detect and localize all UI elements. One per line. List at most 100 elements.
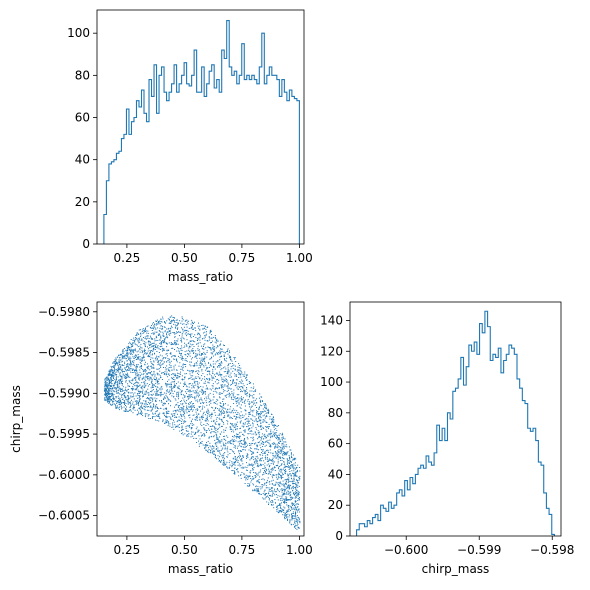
scatter-point — [284, 515, 286, 517]
scatter-point — [199, 366, 201, 368]
scatter-point — [272, 500, 273, 502]
scatter-point — [282, 490, 284, 491]
scatter-point — [247, 454, 249, 456]
scatter-point — [237, 471, 239, 473]
scatter-point — [191, 408, 192, 410]
scatter-point — [189, 401, 191, 403]
scatter-point — [256, 414, 258, 416]
scatter-point — [148, 392, 150, 394]
scatter-point — [169, 353, 171, 355]
scatter-point — [249, 475, 251, 477]
scatter-point — [156, 404, 158, 406]
scatter-point — [283, 447, 285, 449]
scatter-point — [158, 368, 160, 370]
scatter-point — [242, 456, 244, 457]
scatter-point — [204, 429, 205, 431]
scatter-point — [240, 382, 242, 384]
scatter-point — [175, 327, 176, 329]
scatter-point — [190, 337, 192, 339]
scatter-point — [272, 490, 274, 492]
scatter-point — [136, 366, 138, 368]
scatter-point — [135, 395, 137, 397]
scatter-point — [203, 382, 205, 384]
scatter-point — [180, 403, 182, 405]
scatter-point — [144, 401, 146, 403]
scatter-point — [281, 497, 283, 499]
scatter-point — [184, 345, 186, 347]
scatter-point — [264, 433, 266, 435]
scatter-point — [120, 403, 122, 405]
scatter-point — [167, 318, 169, 320]
scatter-point — [166, 343, 168, 345]
scatter-point — [234, 453, 235, 455]
scatter-point — [272, 477, 274, 479]
scatter-point — [275, 444, 277, 446]
scatter-point — [152, 363, 153, 365]
scatter-point — [136, 385, 138, 387]
scatter-point — [236, 428, 238, 430]
scatter-point — [192, 390, 194, 392]
scatter-point — [144, 369, 146, 371]
scatter-point — [186, 389, 188, 390]
scatter-point — [213, 436, 215, 438]
scatter-point — [251, 457, 253, 459]
scatter-point — [124, 354, 126, 356]
scatter-point — [219, 359, 221, 361]
scatter-point — [212, 385, 214, 387]
scatter-point — [214, 402, 216, 404]
scatter-point — [198, 337, 200, 339]
scatter-point — [194, 327, 196, 329]
scatter-point — [151, 387, 153, 388]
scatter-point — [276, 489, 278, 491]
scatter-point — [136, 375, 138, 377]
scatter-point — [257, 466, 259, 468]
scatter-point — [252, 411, 254, 413]
scatter-point — [269, 458, 270, 460]
scatter-point — [232, 412, 234, 414]
scatter-point — [186, 412, 188, 414]
scatter-point — [212, 348, 214, 350]
scatter-point — [222, 447, 224, 449]
scatter-point — [117, 368, 119, 370]
scatter-point — [257, 463, 259, 465]
scatter-point — [232, 458, 234, 460]
scatter-point — [295, 514, 296, 516]
scatter-point — [185, 331, 187, 333]
scatter-point — [137, 393, 139, 394]
scatter-point — [267, 449, 269, 451]
scatter-point — [294, 505, 295, 506]
scatter-point — [262, 493, 264, 495]
scatter-point — [115, 358, 117, 360]
scatter-point — [212, 355, 214, 357]
scatter-point — [259, 486, 261, 488]
scatter-point — [227, 421, 229, 423]
scatter-point — [223, 436, 225, 437]
scatter-point — [183, 420, 185, 422]
scatter-point — [286, 453, 288, 455]
scatter-point — [181, 345, 183, 347]
scatter-point — [143, 359, 145, 361]
scatter-point — [129, 401, 131, 403]
scatter-point — [152, 327, 153, 329]
x-tick-label: 0.25 — [114, 251, 141, 265]
scatter-point — [133, 398, 135, 400]
scatter-point — [274, 484, 276, 486]
scatter-point — [218, 423, 219, 425]
scatter-point — [177, 424, 179, 426]
scatter-point — [247, 478, 249, 480]
scatter-point — [127, 357, 129, 359]
scatter-point — [197, 385, 199, 387]
scatter-point — [143, 381, 145, 383]
scatter-point — [277, 464, 279, 466]
scatter-point — [291, 456, 292, 458]
scatter-point — [168, 342, 170, 344]
scatter-point — [178, 395, 180, 397]
scatter-point — [231, 440, 233, 442]
scatter-point — [168, 374, 170, 376]
scatter-point — [253, 467, 255, 468]
scatter-point — [191, 344, 193, 346]
scatter-point — [130, 381, 132, 383]
scatter-point — [207, 418, 208, 420]
scatter-point — [151, 371, 152, 373]
scatter-point — [206, 387, 208, 389]
